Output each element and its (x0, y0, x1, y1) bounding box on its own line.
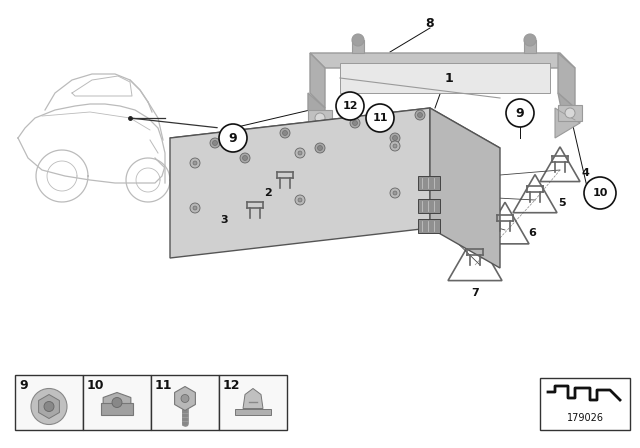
Text: 10: 10 (87, 379, 104, 392)
Polygon shape (352, 40, 364, 53)
Polygon shape (235, 409, 271, 414)
Text: 12: 12 (342, 101, 358, 111)
Text: 12: 12 (223, 379, 241, 392)
Circle shape (112, 397, 122, 408)
Text: 8: 8 (426, 17, 435, 30)
Circle shape (295, 195, 305, 205)
Polygon shape (513, 175, 557, 213)
Circle shape (298, 198, 302, 202)
Polygon shape (310, 53, 575, 68)
Polygon shape (310, 53, 325, 108)
Polygon shape (558, 93, 580, 123)
Circle shape (417, 112, 422, 117)
Polygon shape (540, 147, 580, 181)
FancyBboxPatch shape (151, 375, 219, 430)
Circle shape (524, 34, 536, 46)
FancyBboxPatch shape (418, 176, 440, 190)
Text: 6: 6 (528, 228, 536, 238)
Circle shape (282, 130, 287, 135)
Polygon shape (555, 108, 580, 138)
Circle shape (315, 143, 325, 153)
Text: 9: 9 (19, 379, 28, 392)
Text: 4: 4 (582, 168, 590, 178)
Circle shape (390, 133, 400, 143)
Polygon shape (101, 402, 133, 414)
Circle shape (393, 191, 397, 195)
Circle shape (181, 395, 189, 402)
Circle shape (393, 144, 397, 148)
Circle shape (193, 161, 197, 165)
Polygon shape (170, 108, 430, 258)
Polygon shape (175, 387, 195, 410)
FancyBboxPatch shape (418, 199, 440, 213)
Polygon shape (448, 234, 502, 280)
Polygon shape (229, 188, 281, 233)
Circle shape (243, 155, 248, 160)
Circle shape (240, 153, 250, 163)
Circle shape (315, 113, 325, 123)
Circle shape (415, 110, 425, 120)
Text: 11: 11 (155, 379, 173, 392)
Circle shape (353, 121, 358, 125)
Polygon shape (558, 53, 575, 108)
Polygon shape (263, 160, 307, 199)
FancyBboxPatch shape (540, 378, 630, 430)
Circle shape (352, 34, 364, 46)
Circle shape (506, 99, 534, 127)
Circle shape (31, 388, 67, 425)
Text: 2: 2 (264, 188, 272, 198)
Polygon shape (524, 40, 536, 53)
Polygon shape (170, 108, 500, 178)
Circle shape (295, 148, 305, 158)
Circle shape (584, 177, 616, 209)
Circle shape (280, 128, 290, 138)
Text: 9: 9 (228, 132, 237, 145)
Circle shape (392, 135, 397, 141)
Polygon shape (481, 202, 529, 244)
Circle shape (390, 188, 400, 198)
Text: 9: 9 (516, 107, 524, 120)
Circle shape (366, 104, 394, 132)
Circle shape (190, 158, 200, 168)
Circle shape (317, 146, 323, 151)
FancyBboxPatch shape (83, 375, 151, 430)
Polygon shape (308, 93, 325, 123)
Circle shape (336, 92, 364, 120)
Circle shape (210, 138, 220, 148)
Text: 179026: 179026 (566, 413, 604, 423)
Circle shape (44, 401, 54, 412)
Polygon shape (430, 108, 500, 268)
Polygon shape (103, 392, 131, 413)
Circle shape (298, 151, 302, 155)
Text: 11: 11 (372, 113, 388, 123)
Circle shape (219, 124, 247, 152)
Polygon shape (243, 388, 263, 409)
Circle shape (350, 118, 360, 128)
Polygon shape (308, 110, 332, 126)
Circle shape (190, 203, 200, 213)
Circle shape (212, 141, 218, 146)
Text: 10: 10 (592, 188, 608, 198)
Text: 1: 1 (445, 72, 454, 85)
FancyBboxPatch shape (219, 375, 287, 430)
Text: 5: 5 (558, 198, 566, 208)
Polygon shape (558, 105, 582, 121)
Text: 3: 3 (220, 215, 228, 225)
Polygon shape (340, 63, 550, 93)
Circle shape (390, 141, 400, 151)
Circle shape (193, 206, 197, 210)
FancyBboxPatch shape (15, 375, 83, 430)
FancyBboxPatch shape (418, 219, 440, 233)
Polygon shape (38, 395, 60, 418)
Text: 7: 7 (471, 288, 479, 298)
Circle shape (565, 108, 575, 118)
